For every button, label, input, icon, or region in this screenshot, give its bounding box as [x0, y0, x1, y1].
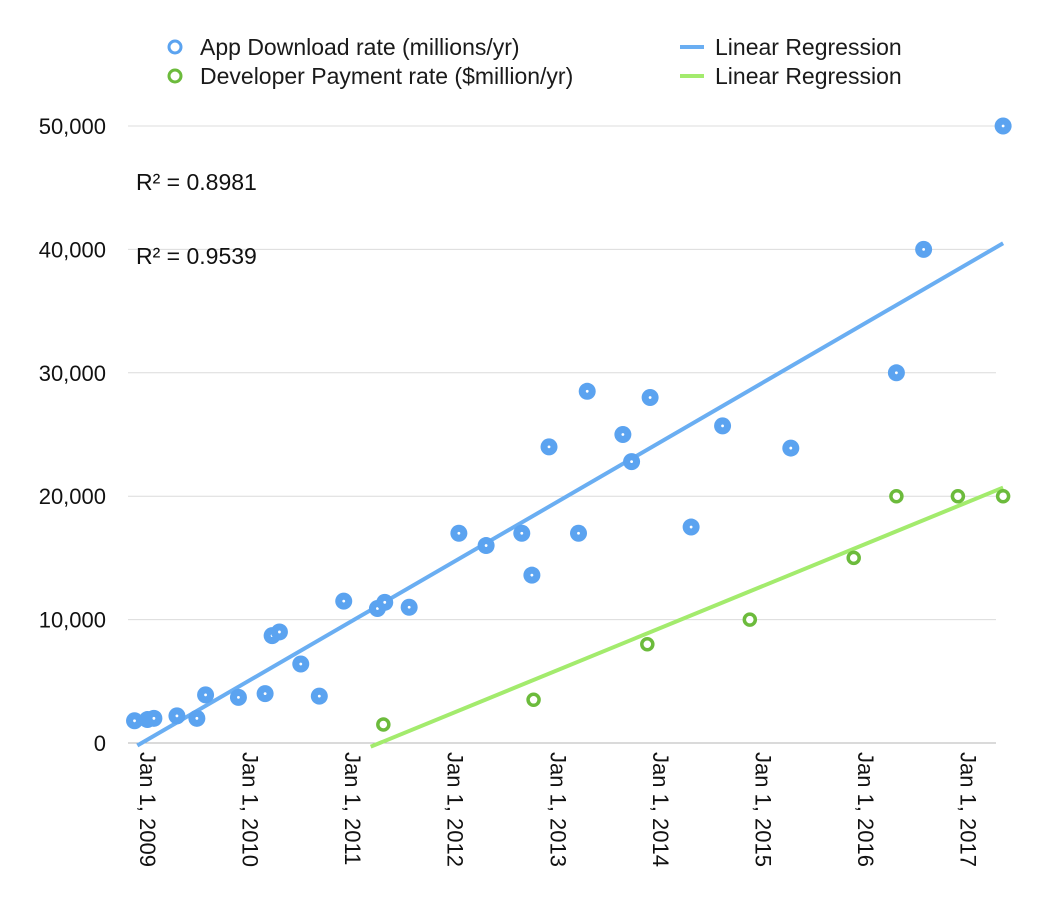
x-tick-label: Jan 1, 2014	[648, 752, 673, 867]
download-point-center	[577, 531, 580, 535]
download-point-center	[547, 445, 551, 449]
download-point-center	[894, 371, 898, 375]
data-points	[126, 117, 1012, 732]
payment-point	[846, 550, 861, 566]
legend-label-downloads: App Download rate (millions/yr)	[200, 34, 520, 60]
y-tick-label: 10,000	[39, 608, 106, 633]
y-tick-label: 30,000	[39, 361, 106, 386]
x-tick-label: Jan 1, 2012	[443, 752, 468, 867]
payment-point	[376, 717, 391, 732]
download-point-center	[278, 630, 281, 634]
payment-point	[950, 488, 966, 504]
download-point-center	[175, 714, 179, 718]
x-tick-label: Jan 1, 2010	[238, 752, 263, 867]
legend-marker-payments	[167, 68, 183, 84]
x-tick-label: Jan 1, 2011	[340, 752, 365, 865]
y-tick-label: 20,000	[39, 484, 106, 509]
regression-line-payments	[369, 485, 1004, 749]
y-axis: 0 10,000 20,000 30,000 40,000 50,000	[39, 114, 106, 756]
legend-label-downloads-regression: Linear Regression	[715, 34, 902, 60]
legend: App Download rate (millions/yr) Develope…	[167, 34, 902, 89]
download-point-center	[789, 446, 793, 450]
download-point-center	[383, 600, 387, 604]
y-tick-label: 0	[94, 731, 106, 756]
regression-line-downloads	[136, 241, 1005, 748]
y-tick-label: 40,000	[39, 237, 106, 262]
r2-label-downloads: R² = 0.8981	[136, 169, 257, 195]
download-point-center	[263, 692, 267, 696]
x-tick-label: Jan 1, 2013	[545, 752, 570, 867]
payment-point	[889, 488, 904, 504]
download-point-center	[195, 716, 199, 720]
download-point-center	[648, 396, 652, 399]
download-point-center	[299, 662, 303, 666]
download-point-center	[484, 544, 488, 547]
download-point-center	[407, 605, 411, 609]
x-tick-label: Jan 1, 2016	[853, 752, 878, 867]
download-point-center	[922, 248, 926, 251]
download-point-center	[133, 719, 136, 723]
download-point-center	[376, 607, 379, 610]
download-point-center	[1001, 124, 1005, 128]
regression-lines	[136, 241, 1005, 749]
x-axis: Jan 1, 2009 Jan 1, 2010 Jan 1, 2011 Jan 1, …	[135, 752, 981, 867]
download-point-center	[237, 695, 240, 699]
download-point-center	[630, 460, 633, 464]
legend-label-payments-regression: Linear Regression	[715, 63, 902, 89]
download-point-center	[585, 389, 589, 393]
x-tick-label: Jan 1, 2009	[135, 752, 160, 867]
download-point-center	[721, 424, 724, 428]
y-tick-label: 50,000	[39, 114, 106, 139]
payment-point	[995, 488, 1011, 504]
x-tick-label: Jan 1, 2015	[750, 752, 775, 867]
download-point-center	[689, 525, 693, 529]
download-point-center	[152, 716, 156, 720]
download-point-center	[621, 433, 625, 436]
payment-point	[742, 612, 758, 627]
legend-label-payments: Developer Payment rate ($million/yr)	[200, 63, 573, 89]
download-point-center	[317, 694, 321, 698]
x-tick-label: Jan 1, 2017	[956, 752, 981, 867]
download-point-center	[530, 573, 534, 577]
download-point-center	[204, 693, 207, 697]
payment-point	[640, 637, 655, 652]
legend-marker-downloads	[167, 39, 183, 55]
download-point-center	[342, 599, 346, 603]
download-point-center	[520, 531, 524, 535]
payment-point	[526, 692, 541, 708]
r2-label-payments: R² = 0.9539	[136, 243, 257, 269]
grid-lines	[128, 125, 996, 744]
download-point-center	[457, 531, 461, 535]
